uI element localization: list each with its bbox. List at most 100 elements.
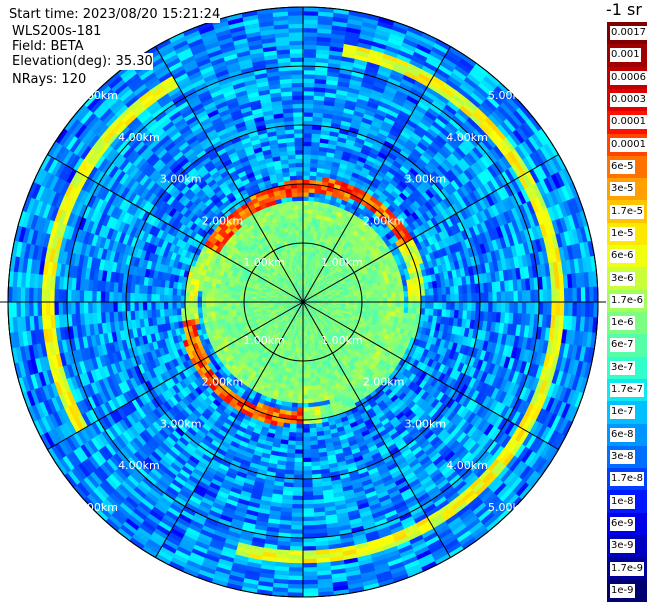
ppi-gate	[352, 186, 361, 194]
ppi-gate	[303, 175, 311, 180]
ppi-gate	[415, 76, 431, 88]
ppi-gate	[308, 196, 315, 202]
ppi-gate	[302, 461, 312, 467]
ppi-gate	[521, 290, 527, 303]
ppi-gate	[417, 121, 431, 132]
ppi-gate	[436, 93, 451, 105]
ppi-gate	[305, 280, 308, 286]
ppi-gate	[369, 49, 385, 58]
ppi-gate	[299, 365, 303, 370]
ppi-gate	[352, 167, 362, 176]
ppi-gate	[392, 160, 403, 170]
ppi-gate	[303, 82, 316, 88]
ppi-gate	[313, 285, 318, 290]
ppi-gate	[324, 198, 331, 205]
ppi-gate	[360, 148, 371, 156]
ppi-gate	[378, 293, 384, 299]
ppi-gate	[337, 76, 352, 84]
ppi-gate	[439, 110, 453, 123]
ppi-gate	[303, 242, 307, 248]
ppi-gate	[384, 85, 399, 95]
ppi-gate	[398, 180, 409, 190]
ppi-gate	[393, 187, 403, 196]
ppi-gate	[351, 118, 363, 126]
ppi-gate	[382, 200, 392, 209]
ppi-gate	[379, 203, 389, 212]
ppi-gate	[421, 93, 435, 105]
ppi-gate	[377, 104, 390, 114]
ppi-gate	[326, 268, 332, 274]
ppi-gate	[407, 26, 425, 37]
ppi-gate	[451, 115, 465, 128]
ppi-gate	[421, 32, 439, 44]
ppi-gate	[302, 419, 310, 425]
ppi-gate	[393, 141, 405, 151]
ppi-gate	[310, 154, 319, 160]
ppi-gate	[303, 112, 314, 117]
ppi-gate	[312, 239, 317, 245]
ppi-gate	[307, 204, 314, 210]
ppi-gate	[310, 226, 316, 232]
ppi-gate	[321, 228, 327, 234]
ppi-gate	[350, 74, 364, 83]
ppi-gate	[351, 149, 362, 157]
ppi-gate	[375, 108, 388, 118]
ppi-gate	[359, 33, 376, 42]
ppi-gate	[568, 287, 574, 304]
ppi-gate	[295, 436, 303, 442]
ppi-gate	[317, 227, 323, 233]
ppi-gate	[446, 49, 463, 63]
ppi-gate	[307, 394, 314, 400]
ppi-gate	[343, 173, 352, 181]
ppi-gate	[517, 290, 523, 303]
ppi-gate	[295, 424, 303, 429]
ppi-gate	[420, 117, 433, 129]
ppi-gate	[318, 278, 324, 284]
ppi-gate	[348, 126, 360, 134]
ppi-gate	[378, 302, 384, 307]
ppi-gate	[310, 145, 320, 152]
ppi-gate	[366, 101, 380, 110]
ppi-gate	[352, 114, 364, 122]
ppi-gate	[342, 151, 352, 158]
ppi-gate	[319, 193, 327, 199]
ppi-gate	[303, 120, 314, 126]
ppi-gate	[388, 105, 402, 115]
ppi-gate	[390, 101, 404, 111]
ppi-gate	[304, 289, 306, 294]
ppi-gate	[406, 95, 420, 106]
ppi-gate	[318, 150, 328, 157]
ppi-gate	[396, 113, 410, 124]
ppi-gate	[291, 499, 303, 505]
ppi-gate	[361, 295, 367, 300]
ppi-gate	[424, 131, 437, 142]
ppi-gate	[456, 108, 471, 121]
ppi-gate	[311, 133, 322, 139]
ppi-gate	[371, 162, 382, 171]
ppi-gate	[427, 53, 444, 66]
ppi-gate	[318, 197, 326, 204]
ppi-gate	[312, 209, 318, 215]
ppi-gate	[351, 190, 360, 198]
ppi-gate	[351, 70, 366, 79]
ppi-gate	[297, 403, 303, 408]
ppi-gate	[367, 199, 376, 207]
ppi-gate	[381, 178, 391, 187]
ppi-gate	[303, 61, 317, 67]
ppi-gate	[382, 189, 392, 198]
ppi-gate	[370, 89, 384, 98]
ppi-gate	[290, 512, 303, 518]
ppi-gate	[369, 206, 378, 214]
ppi-gate	[425, 295, 430, 303]
ppi-gate	[346, 165, 355, 173]
ppi-gate	[344, 169, 354, 177]
ppi-gate	[341, 56, 356, 64]
ppi-gate	[438, 89, 453, 102]
ppi-gate	[303, 230, 308, 235]
ppi-gate	[298, 377, 303, 383]
ppi-gate	[404, 142, 416, 153]
ppi-gate	[390, 163, 401, 173]
ppi-gate	[303, 162, 311, 168]
ppi-gate	[320, 189, 328, 195]
ppi-gate	[310, 247, 315, 253]
